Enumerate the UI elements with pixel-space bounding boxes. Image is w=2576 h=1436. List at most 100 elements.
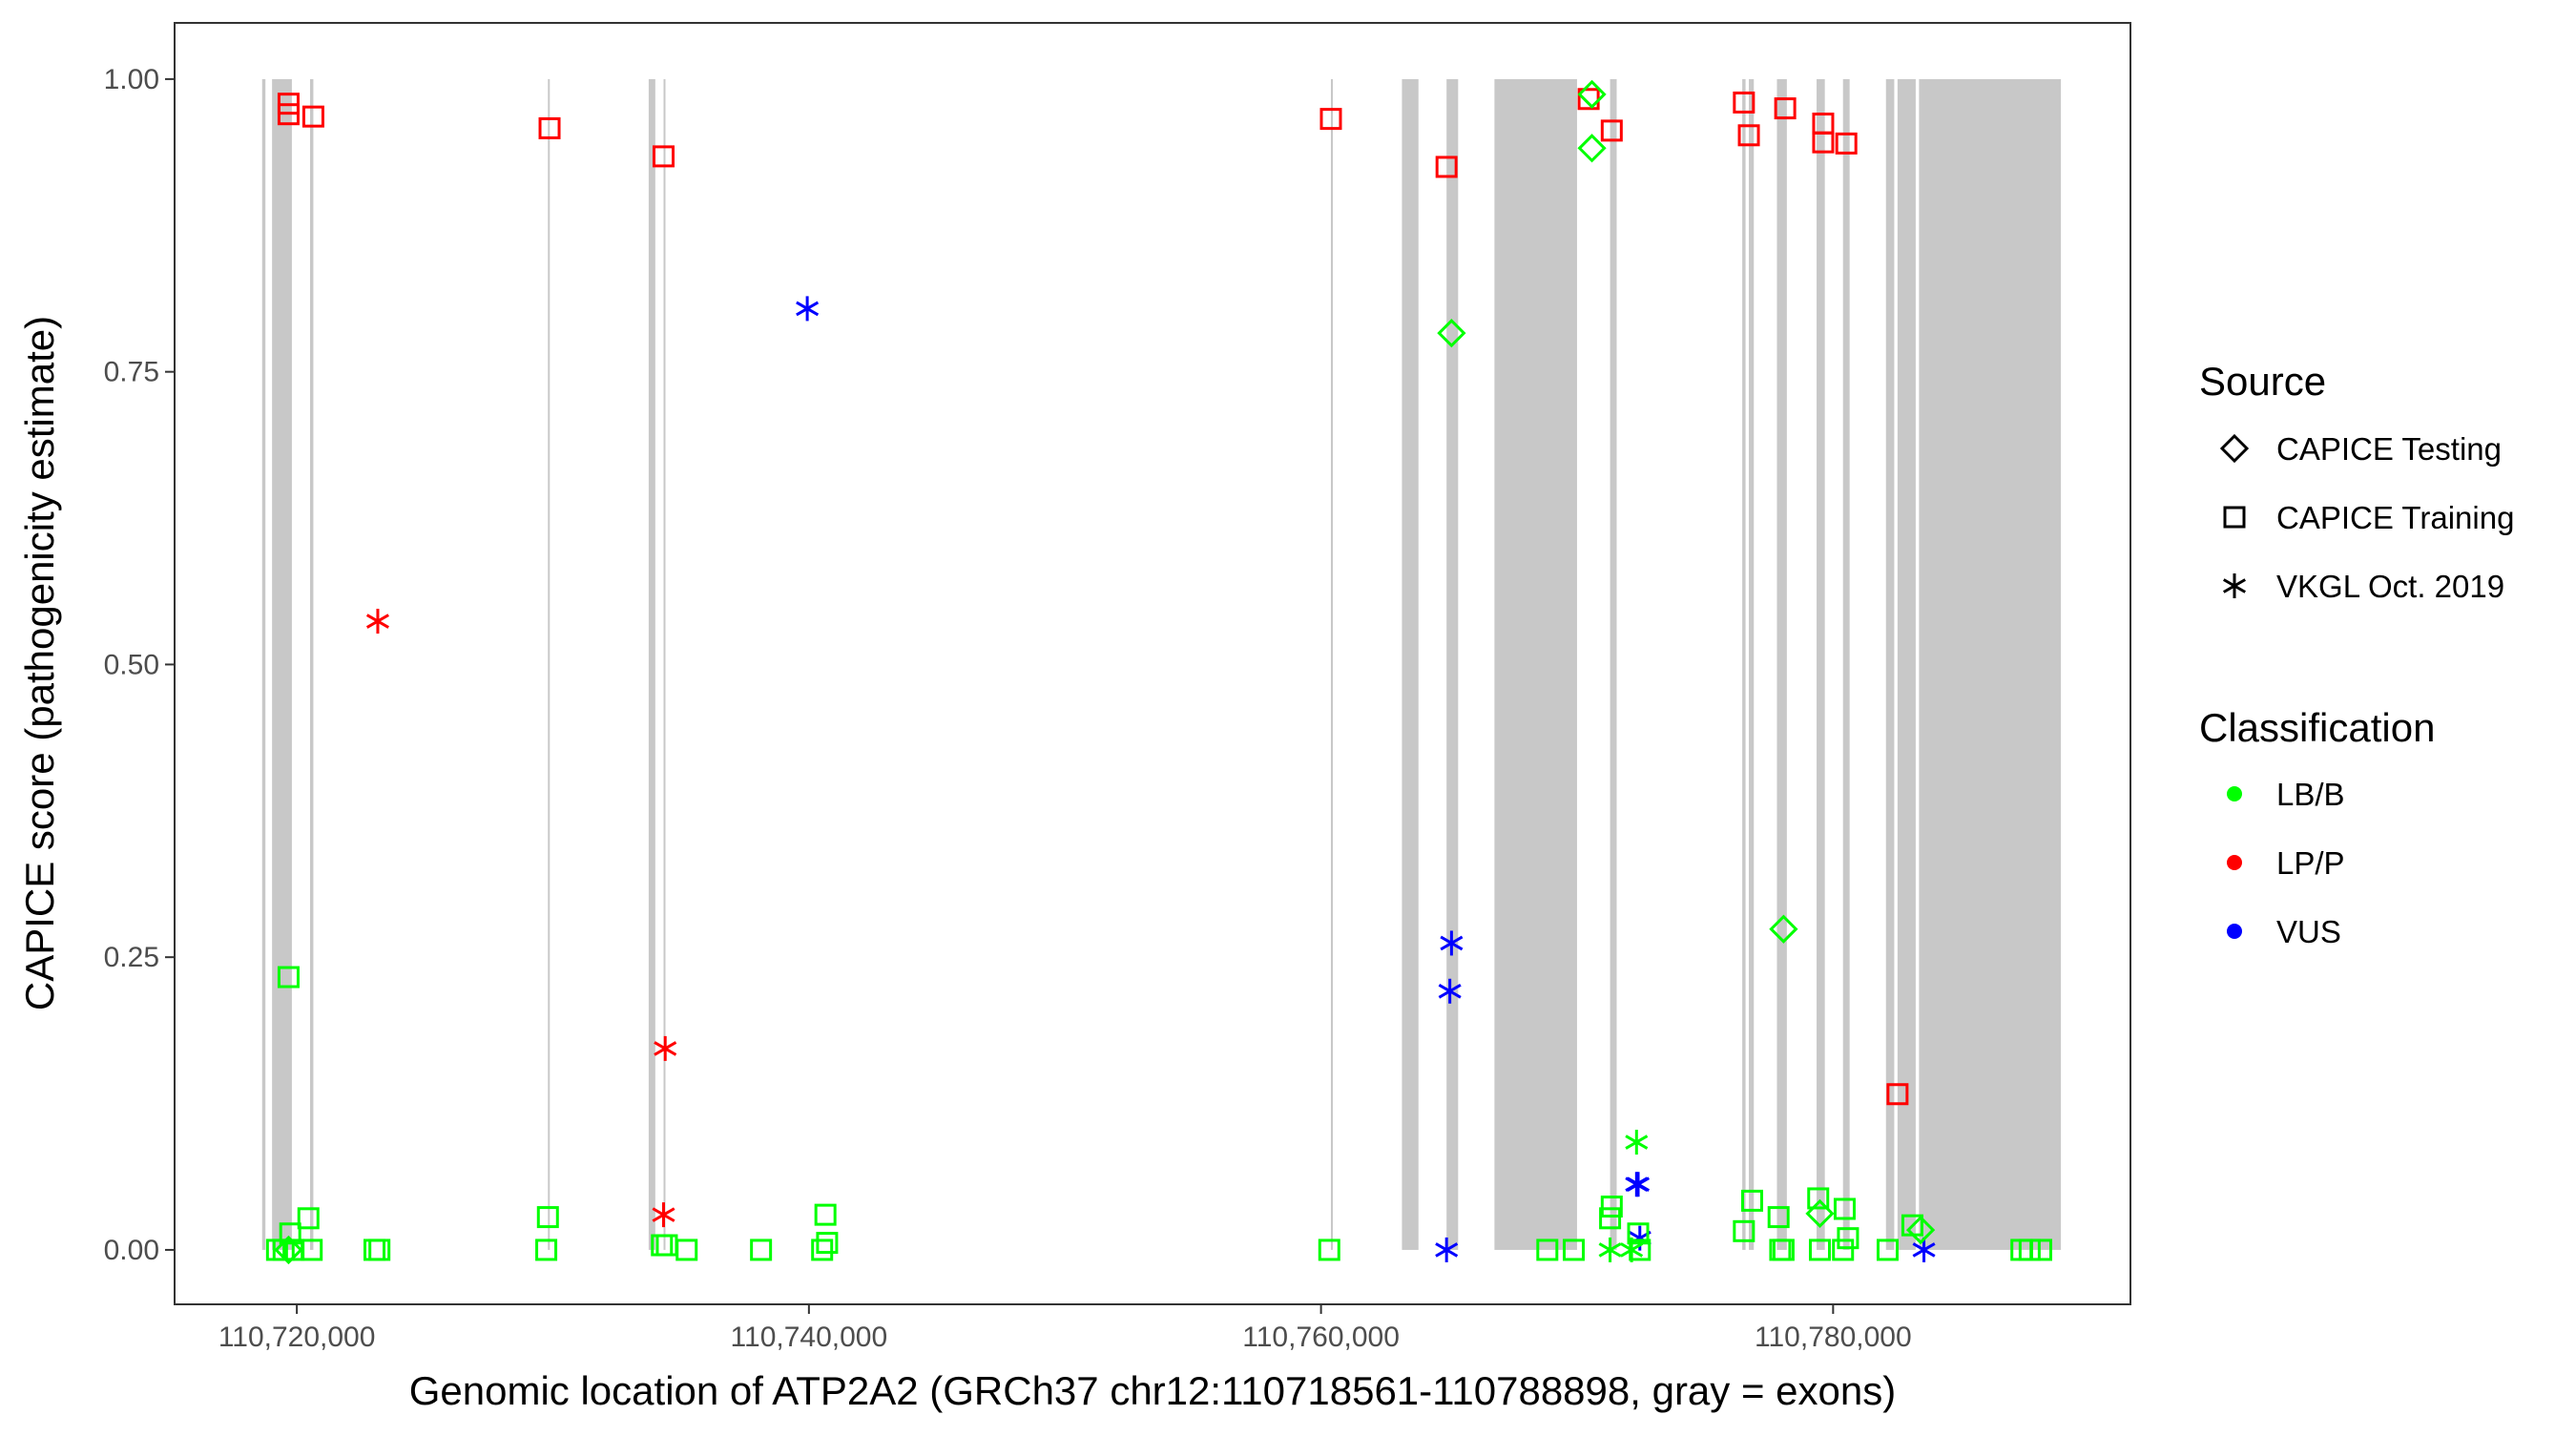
data-point <box>796 296 820 322</box>
data-point <box>1807 1187 1830 1210</box>
legend-source-label: CAPICE Testing <box>2276 431 2502 467</box>
exon-band <box>1402 78 1419 1250</box>
legend-key-dot-icon <box>2227 855 2242 870</box>
data-point <box>750 1238 773 1261</box>
data-point <box>535 1238 558 1261</box>
data-point <box>1577 134 1607 163</box>
exon-band <box>272 78 292 1250</box>
data-point <box>538 116 561 139</box>
data-point <box>1627 1222 1650 1245</box>
data-point <box>1318 1238 1340 1261</box>
data-point <box>811 1238 834 1261</box>
y-tick-label: 0.00 <box>104 1235 159 1266</box>
exon-band <box>648 78 655 1250</box>
y-axis-ticks: 0.00 0.25 0.50 0.75 1.00 <box>104 64 175 1266</box>
legend-title-classification: Classification <box>2199 705 2435 750</box>
y-tick-label: 0.25 <box>104 942 159 973</box>
data-point <box>1837 1227 1859 1250</box>
data-point <box>1440 930 1464 956</box>
legend: Source Classification CAPICE TestingCAPI… <box>2199 359 2514 949</box>
legend-sources: CAPICE Testing CAPICE Training VKGL Oct. 2… <box>2219 431 2514 604</box>
y-tick-label: 0.75 <box>104 357 159 388</box>
legend-classes: LB/B LP/P VUS <box>2227 777 2345 949</box>
exon-band <box>663 78 666 1250</box>
legend-title-source: Source <box>2199 359 2326 404</box>
exon-band <box>309 78 314 1250</box>
data-point <box>675 1238 698 1261</box>
exon-band <box>1897 78 1916 1250</box>
data-point <box>1886 1083 1909 1106</box>
data-point <box>1733 1219 1755 1242</box>
exon-band <box>1330 78 1333 1250</box>
data-point <box>1741 1189 1764 1212</box>
data-point <box>1319 108 1342 131</box>
data-point <box>1876 1238 1899 1261</box>
x-tick-label: 110,740,000 <box>731 1322 888 1353</box>
data-point <box>1437 319 1466 348</box>
data-point <box>1625 1172 1649 1197</box>
exon-band <box>548 78 551 1250</box>
legend-key-dot-icon <box>2227 786 2242 801</box>
data-point <box>1625 1130 1649 1155</box>
legend-class-label: LP/P <box>2276 845 2345 881</box>
data-point <box>1774 97 1797 120</box>
exon-band <box>1885 78 1895 1250</box>
data-point <box>814 1203 837 1226</box>
data-point <box>654 1035 677 1061</box>
y-axis-label: CAPICE score (pathogenicity estimate) <box>17 316 62 1010</box>
data-point <box>1905 1215 1936 1245</box>
exon-band <box>1776 78 1787 1250</box>
legend-key-square-icon <box>2223 506 2246 529</box>
data-point <box>1808 1238 1831 1261</box>
x-tick-label: 110,720,000 <box>218 1322 376 1353</box>
data-point <box>653 145 675 168</box>
legend-source-label: VKGL Oct. 2019 <box>2276 569 2504 604</box>
data-point <box>2029 1238 2052 1261</box>
data-point <box>1600 119 1623 142</box>
data-point <box>1832 1238 1855 1261</box>
data-point <box>1737 124 1760 147</box>
data-point <box>368 1238 391 1261</box>
legend-key-dot-icon <box>2227 924 2242 939</box>
data-point <box>1577 79 1607 109</box>
data-point <box>279 1222 301 1245</box>
data-point <box>297 1207 320 1230</box>
data-point <box>1563 1238 1586 1261</box>
data-point <box>536 1206 559 1229</box>
data-point <box>1536 1238 1559 1261</box>
data-point <box>1435 156 1458 178</box>
data-point <box>652 1202 675 1228</box>
exon-band <box>1749 78 1755 1250</box>
data-point <box>1833 1197 1856 1220</box>
y-tick-label: 1.00 <box>104 64 159 95</box>
data-points <box>265 79 2052 1265</box>
data-point <box>301 1238 323 1261</box>
data-point <box>1733 91 1755 114</box>
exon-band <box>1610 78 1617 1250</box>
legend-key-diamond-icon <box>2219 433 2250 464</box>
data-point <box>816 1232 839 1255</box>
exon-band <box>1494 78 1577 1250</box>
x-tick-label: 110,760,000 <box>1242 1322 1400 1353</box>
data-point <box>1912 1237 1936 1262</box>
data-point <box>1769 914 1798 944</box>
data-point <box>1438 978 1462 1004</box>
data-point <box>1600 1196 1623 1218</box>
legend-source-label: CAPICE Training <box>2276 500 2514 535</box>
data-point <box>277 103 300 126</box>
data-point <box>1812 131 1835 154</box>
data-point <box>1435 1237 1459 1262</box>
data-point <box>1629 1238 1652 1261</box>
data-point <box>2018 1238 2041 1261</box>
data-point <box>1805 1198 1835 1229</box>
exon-band <box>1842 78 1850 1250</box>
x-axis-ticks: 110,720,000 110,740,000 110,760,000 110,780… <box>218 1304 1912 1353</box>
data-point <box>301 105 324 128</box>
y-tick-label: 0.50 <box>104 649 159 680</box>
data-point <box>1599 1207 1622 1230</box>
data-point <box>277 966 300 989</box>
data-point <box>1835 132 1858 155</box>
exon-bands <box>261 78 2062 1250</box>
data-point <box>1901 1214 1923 1237</box>
